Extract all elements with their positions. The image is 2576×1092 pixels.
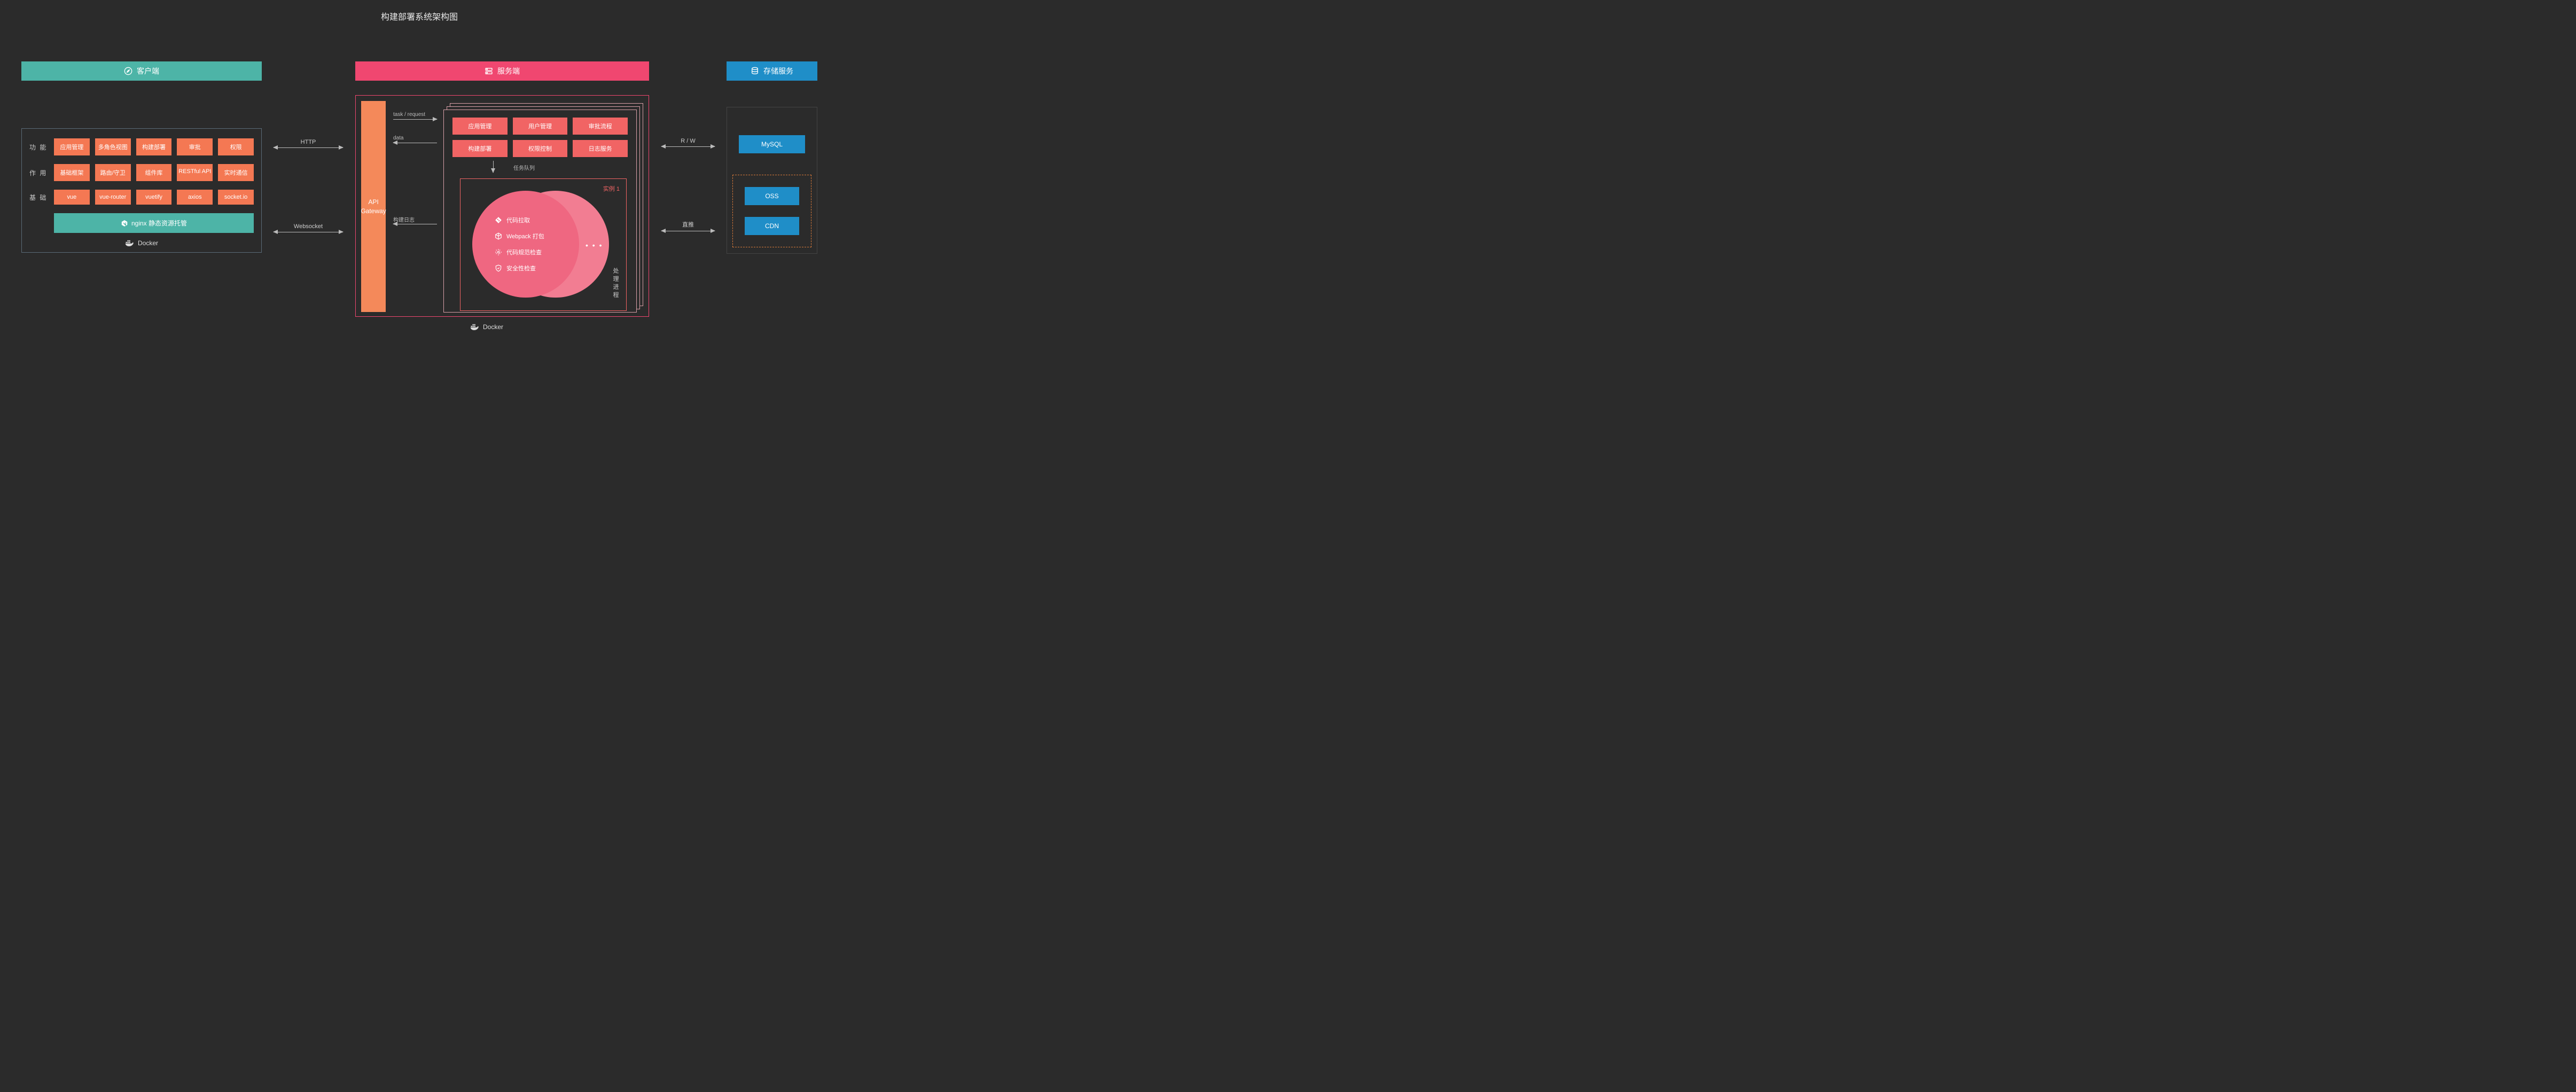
arrow-bi-icon xyxy=(661,146,715,147)
server-docker: Docker xyxy=(470,323,503,331)
docker-label: Docker xyxy=(483,323,503,331)
svc-chip: 构建部署 xyxy=(452,140,508,157)
chip: vue xyxy=(54,190,90,205)
chip: vue-router xyxy=(95,190,131,205)
push-connection: 直推 xyxy=(661,220,715,231)
client-row-roles: 作 用 基础框架 路由/守卫 组件库 RESTful API 实时通信 xyxy=(29,164,254,181)
step-item: 安全性检查 xyxy=(495,264,579,272)
step-item: 代码拉取 xyxy=(495,216,579,224)
step-item: 代码规范检查 xyxy=(495,248,579,256)
chip: 路由/守卫 xyxy=(95,164,131,181)
arrow-right-icon xyxy=(393,119,437,120)
oss-chip: OSS xyxy=(745,187,799,205)
client-row-features: 功 能 应用管理 多角色视图 构建部署 审批 权限 xyxy=(29,138,254,155)
chip: RESTful API xyxy=(177,164,213,181)
websocket-connection: Websocket xyxy=(274,223,343,232)
nginx-label: nginx 静态资源托管 xyxy=(131,219,187,228)
svc-chip: 权限控制 xyxy=(513,140,568,157)
svc-chip: 用户管理 xyxy=(513,118,568,135)
server-header: 服务端 xyxy=(355,61,649,81)
server-box: API Gateway task / request data 构建日志 应用管… xyxy=(355,95,649,317)
cdn-oss-box: OSS CDN xyxy=(732,175,811,247)
chip: 审批 xyxy=(177,138,213,155)
process-label: 处理进程 xyxy=(611,268,620,300)
svc-chip: 审批流程 xyxy=(573,118,628,135)
http-label: HTTP xyxy=(301,139,316,145)
git-icon xyxy=(495,216,502,224)
client-header: 客户端 xyxy=(21,61,262,81)
server-icon xyxy=(485,67,493,75)
push-label: 直推 xyxy=(682,220,694,229)
shield-icon xyxy=(495,264,502,272)
arrow-bi-icon xyxy=(274,147,343,148)
rw-connection: R / W xyxy=(661,138,715,147)
chip: 基础框架 xyxy=(54,164,90,181)
gear-icon xyxy=(495,248,502,256)
http-connection: HTTP xyxy=(274,139,343,148)
nginx-icon xyxy=(121,220,128,227)
row-label: 功 能 xyxy=(29,143,54,152)
client-row-base: 基 础 vue vue-router vuetify axios socket.… xyxy=(29,190,254,205)
circle-front: 代码拉取 Webpack 打包 代码规范检查 安全性检查 xyxy=(472,191,579,298)
chip: 多角色视图 xyxy=(95,138,131,155)
chip: 实时通信 xyxy=(218,164,254,181)
websocket-label: Websocket xyxy=(294,223,323,230)
nginx-bar: nginx 静态资源托管 xyxy=(54,213,254,233)
rw-label: R / W xyxy=(681,138,696,144)
cdn-chip: CDN xyxy=(745,217,799,235)
chip: socket.io xyxy=(218,190,254,205)
mysql-chip: MySQL xyxy=(739,135,805,153)
flow-in-label: task / request xyxy=(393,112,425,118)
dots-icon: • • • xyxy=(586,241,603,249)
client-header-label: 客户端 xyxy=(137,66,159,76)
docker-label: Docker xyxy=(138,239,158,247)
box-icon xyxy=(495,232,502,240)
arrow-down-icon xyxy=(493,161,494,173)
instance-label: 实例 1 xyxy=(603,184,620,193)
step-item: Webpack 打包 xyxy=(495,232,579,240)
docker-icon xyxy=(470,323,480,331)
client-docker: Docker xyxy=(29,239,254,247)
chip: 应用管理 xyxy=(54,138,90,155)
api-gateway: API Gateway xyxy=(361,101,386,312)
chip: 权限 xyxy=(218,138,254,155)
storage-header: 存储服务 xyxy=(727,61,817,81)
worker-box: 实例 1 处理进程 代码拉取 Webpack 打包 代码规范检查 xyxy=(460,178,627,311)
diagram-title: 构建部署系统架构图 xyxy=(381,10,458,22)
queue-label: 任务队列 xyxy=(513,163,535,171)
svc-chip: 日志服务 xyxy=(573,140,628,157)
stack-panel-front: 应用管理 用户管理 审批流程 构建部署 权限控制 日志服务 任务队列 实例 1 … xyxy=(443,110,637,313)
compass-icon xyxy=(124,67,132,75)
chip: 组件库 xyxy=(136,164,172,181)
docker-icon xyxy=(125,239,135,247)
storage-box: MySQL OSS CDN xyxy=(727,107,817,254)
database-icon xyxy=(751,67,759,75)
server-header-label: 服务端 xyxy=(497,66,520,76)
chip: vuetify xyxy=(136,190,172,205)
storage-header-label: 存储服务 xyxy=(763,66,793,76)
row-label: 作 用 xyxy=(29,168,54,177)
client-box: 功 能 应用管理 多角色视图 构建部署 审批 权限 作 用 基础框架 路由/守卫… xyxy=(21,128,262,253)
chip: 构建部署 xyxy=(136,138,172,155)
row-label: 基 础 xyxy=(29,193,54,202)
svc-chip: 应用管理 xyxy=(452,118,508,135)
chip: axios xyxy=(177,190,213,205)
